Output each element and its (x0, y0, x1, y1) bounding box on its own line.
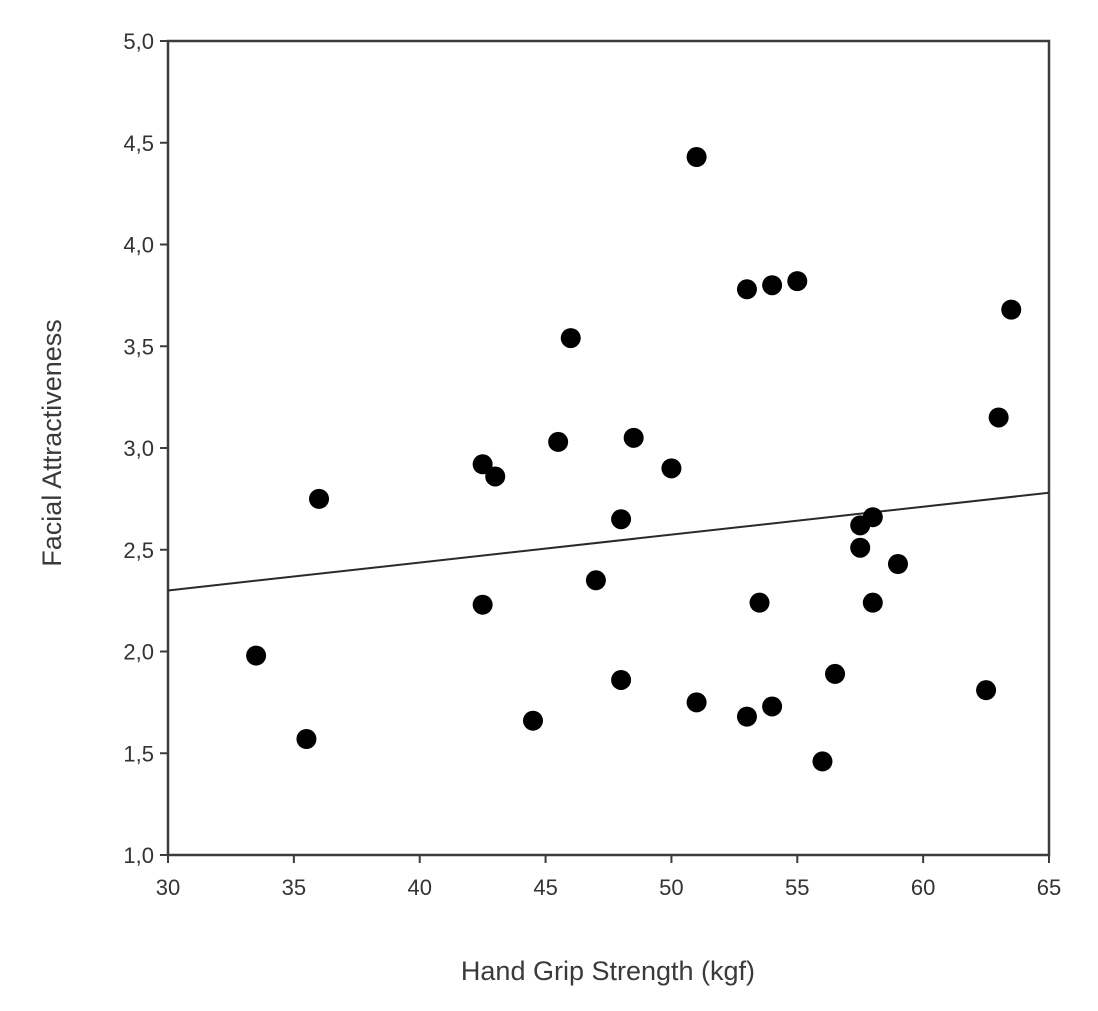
y-tick-label: 4,5 (123, 131, 154, 156)
data-point (611, 509, 632, 530)
data-point (296, 729, 317, 750)
y-axis-ticks: 1,0 1,5 2,0 2,5 3,0 3,5 4,0 4,5 5,0 (123, 29, 168, 868)
x-tick-label: 50 (659, 875, 683, 900)
data-point (522, 710, 543, 731)
data-point (762, 275, 783, 296)
y-tick-label: 1,0 (123, 843, 154, 868)
y-tick-label: 4,0 (123, 233, 154, 258)
x-tick-label: 55 (785, 875, 809, 900)
y-tick-label: 2,5 (123, 538, 154, 563)
data-point (749, 592, 770, 613)
regression-line (167, 491, 1050, 592)
data-points (246, 146, 1022, 772)
data-point (887, 553, 908, 574)
data-point (686, 146, 707, 167)
data-point (686, 692, 707, 713)
x-tick-label: 40 (407, 875, 431, 900)
data-point (611, 669, 632, 690)
x-tick-label: 30 (156, 875, 180, 900)
data-point (560, 328, 581, 349)
data-point (988, 407, 1009, 428)
data-point (862, 507, 883, 528)
data-point (850, 537, 871, 558)
data-point (762, 696, 783, 717)
data-point (661, 458, 682, 479)
y-tick-label: 3,5 (123, 334, 154, 359)
data-point (736, 279, 757, 300)
data-point (246, 645, 267, 666)
data-point (736, 706, 757, 727)
y-tick-label: 3,0 (123, 436, 154, 461)
y-tick-label: 2,0 (123, 640, 154, 665)
data-point (623, 427, 644, 448)
plot-frame (166, 39, 1051, 857)
x-tick-label: 60 (911, 875, 935, 900)
x-tick-label: 35 (282, 875, 306, 900)
data-point (309, 488, 330, 509)
y-axis-title: Facial Attractiveness (37, 319, 67, 567)
data-point (812, 751, 833, 772)
data-point (976, 680, 997, 701)
data-point (485, 466, 506, 487)
x-axis-title: Hand Grip Strength (kgf) (461, 956, 755, 986)
data-point (548, 431, 569, 452)
x-tick-label: 65 (1037, 875, 1061, 900)
y-tick-label: 1,5 (123, 741, 154, 766)
data-point (787, 271, 808, 292)
data-point (472, 594, 493, 615)
data-point (1001, 299, 1022, 320)
x-axis-ticks: 30 35 40 45 50 55 60 65 (156, 855, 1061, 900)
data-point (472, 454, 493, 475)
trendline (167, 491, 1050, 592)
x-tick-label: 45 (533, 875, 557, 900)
data-point (825, 663, 846, 684)
y-tick-label: 5,0 (123, 29, 154, 54)
data-point (585, 570, 606, 591)
data-point (862, 592, 883, 613)
